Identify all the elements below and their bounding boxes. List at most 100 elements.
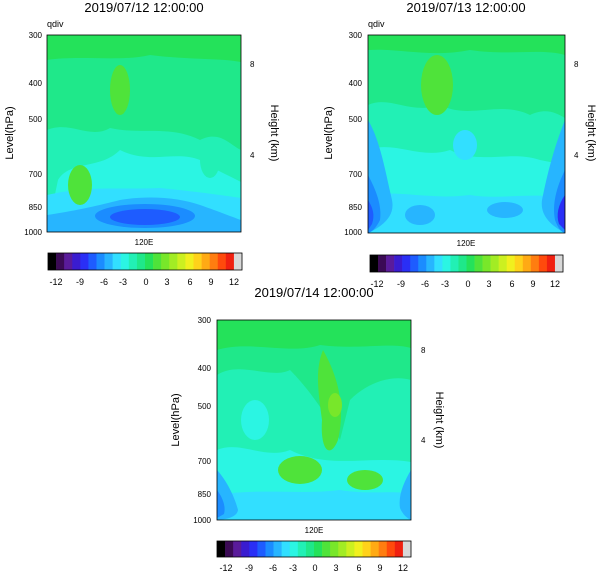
colorbar-swatch — [48, 253, 57, 270]
panel-1-y-tick: 700 — [29, 170, 43, 179]
panel-1-y2-ticks: 8 4 — [250, 60, 255, 160]
colorbar-swatch — [56, 253, 65, 270]
panel-1-y-label: Level(hPa) — [4, 106, 16, 159]
panel-3-x-tick: 120E — [305, 526, 324, 535]
colorbar-tick: -3 — [119, 277, 127, 287]
colorbar-swatch — [402, 541, 412, 557]
colorbar-swatch — [289, 541, 299, 557]
colorbar-frame — [369, 254, 564, 273]
colorbar-swatch — [322, 541, 331, 557]
colorbar-swatch — [136, 253, 146, 270]
colorbar-tick: 12 — [398, 563, 408, 573]
colorbar-swatch — [145, 253, 154, 270]
colorbar-frame — [216, 540, 412, 558]
colorbar-tick: -3 — [289, 563, 297, 573]
colorbar-swatch — [177, 253, 186, 270]
panel-2-y2-tick: 4 — [574, 151, 579, 160]
colorbar-swatch — [394, 255, 403, 272]
panel-1-y-tick: 850 — [29, 203, 43, 212]
colorbar-swatch — [370, 255, 379, 272]
colorbar-tick: 9 — [530, 279, 535, 289]
colorbar-swatch — [458, 255, 467, 272]
colorbar-swatch — [233, 541, 242, 557]
colorbar-swatch — [386, 255, 395, 272]
colorbar-swatch — [378, 255, 387, 272]
panel-2-y2-label: Height (km) — [585, 105, 597, 162]
colorbar-tick: -3 — [441, 279, 449, 289]
colorbar-swatch — [498, 255, 508, 272]
colorbar-swatch — [217, 541, 226, 557]
colorbar-tick: 12 — [550, 279, 560, 289]
colorbar-swatch — [418, 255, 427, 272]
panel-3: 2019/07/14 12:00:00 qdiv 300 400 500 700… — [170, 285, 445, 573]
colorbar-swatch — [88, 253, 97, 270]
colorbar-tick: 6 — [356, 563, 361, 573]
colorbar-swatch — [257, 541, 266, 557]
panel-1-variable: qdiv — [47, 19, 64, 29]
colorbar-swatch — [193, 253, 202, 270]
colorbar-swatch — [80, 253, 89, 270]
panel-2: qdiv 2019/07/13 12:00:00 300 400 500 700 — [323, 0, 597, 289]
panel-2-y-tick: 300 — [349, 31, 363, 40]
panel-3-y2-tick: 4 — [421, 436, 426, 445]
colorbar-tick: -6 — [100, 277, 108, 287]
panel-1-y2-label: Height (km) — [268, 105, 280, 162]
colorbar-swatch — [72, 253, 81, 270]
colorbar-tick: 12 — [229, 277, 239, 287]
panel-2-frame — [367, 34, 566, 234]
colorbar-swatch — [354, 541, 363, 557]
colorbar-swatch — [394, 541, 404, 557]
colorbar-swatch — [410, 255, 419, 272]
colorbar-swatch — [281, 541, 291, 557]
colorbar-swatch — [305, 541, 315, 557]
panel-3-y-tick: 500 — [198, 402, 212, 411]
colorbar-swatch — [169, 253, 178, 270]
panel-1-frame — [46, 34, 242, 233]
panel-1-colorbar: -12 -9 -6 -3 0 3 6 9 12 — [47, 252, 243, 287]
panel-1-x-tick: 120E — [135, 238, 154, 247]
colorbar-swatch — [225, 541, 234, 557]
colorbar-swatch — [378, 541, 388, 557]
colorbar-swatch — [265, 541, 274, 557]
colorbar-swatch — [338, 541, 347, 557]
colorbar-swatch — [112, 253, 122, 270]
panel-2-y-tick: 400 — [349, 79, 363, 88]
colorbar-swatch — [546, 255, 556, 272]
colorbar-swatch — [297, 541, 307, 557]
colorbar-tick: -6 — [269, 563, 277, 573]
colorbar-swatch — [225, 253, 235, 270]
panel-3-y2-ticks: 8 4 — [421, 346, 426, 445]
panel-1-y-tick: 400 — [29, 79, 43, 88]
colorbar-swatch — [490, 255, 499, 272]
colorbar-swatch — [120, 253, 130, 270]
colorbar-swatch — [128, 253, 138, 270]
colorbar-tick: 0 — [465, 279, 470, 289]
panel-3-colorbar: -12 -9 -6 -3 0 3 6 9 12 — [216, 540, 412, 573]
colorbar-tick: -6 — [421, 279, 429, 289]
panel-3-y-ticks: 300 400 500 700 850 1000 — [193, 316, 211, 525]
colorbar-swatch — [233, 253, 243, 270]
panel-3-y2-label: Height (km) — [433, 392, 445, 449]
colorbar-swatch — [330, 541, 339, 557]
panel-3-y-tick: 850 — [198, 490, 212, 499]
colorbar-swatch — [426, 255, 435, 272]
colorbar-tick: -12 — [49, 277, 62, 287]
colorbar-tick: -9 — [76, 277, 84, 287]
colorbar-tick: 6 — [187, 277, 192, 287]
colorbar-swatch — [153, 253, 162, 270]
panel-1-y-tick: 1000 — [24, 228, 42, 237]
colorbar-swatch — [442, 255, 451, 272]
colorbar-tick: 3 — [164, 277, 169, 287]
colorbar-swatch — [386, 541, 396, 557]
panel-3-y-tick: 400 — [198, 364, 212, 373]
colorbar-swatch — [96, 253, 105, 270]
colorbar-swatch — [402, 255, 411, 272]
colorbar-tick: -9 — [397, 279, 405, 289]
panel-1-title: 2019/07/12 12:00:00 — [84, 0, 203, 15]
colorbar-tick: 6 — [509, 279, 514, 289]
panel-2-colorbar: -12 -9 -6 -3 0 3 6 9 12 — [369, 254, 564, 289]
colorbar-tick: -9 — [245, 563, 253, 573]
colorbar-swatch — [314, 541, 323, 557]
colorbar-swatch — [530, 255, 540, 272]
